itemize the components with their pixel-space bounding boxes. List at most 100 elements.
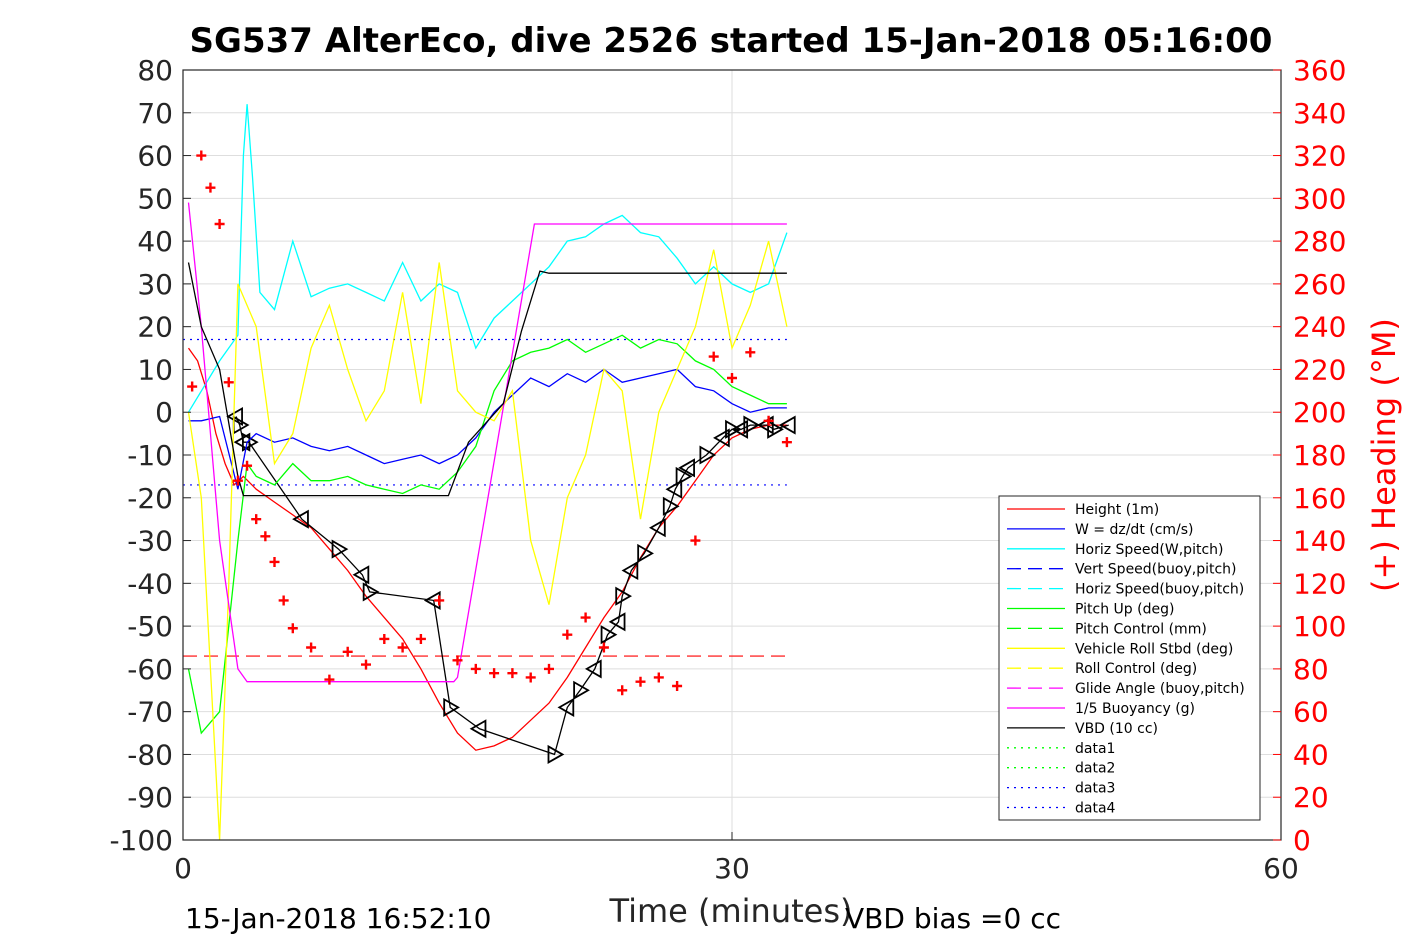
heading-marker [617, 685, 628, 696]
path-marker [731, 419, 749, 439]
legend-label: data2 [1075, 761, 1115, 777]
legend-label: data4 [1075, 801, 1116, 817]
path-marker [608, 612, 626, 632]
y-tick-label: -30 [127, 525, 173, 558]
heading-marker [653, 672, 664, 683]
y-tick-label: 70 [137, 97, 173, 130]
heading-marker [205, 182, 216, 193]
heading-marker [324, 674, 335, 685]
legend-label: Pitch Up (deg) [1075, 602, 1174, 618]
heading-marker [727, 373, 737, 383]
path-marker [678, 458, 695, 478]
series-line [187, 334, 787, 735]
path-marker [621, 560, 639, 581]
series-line [187, 104, 788, 413]
legend-label: Vert Speed(buoy,pitch) [1075, 562, 1237, 578]
legend-label: Glide Angle (buoy,pitch) [1075, 681, 1245, 697]
heading-marker [781, 437, 792, 448]
y-tick-label: 20 [137, 311, 173, 344]
x-axis-label: Time (minutes) [609, 892, 853, 930]
reference-lines [183, 338, 787, 657]
y-right-tick-label: 200 [1293, 396, 1346, 429]
heading-marker [470, 663, 481, 674]
path-marker [226, 406, 243, 427]
heading-marker [232, 475, 243, 486]
path-marker [331, 539, 349, 559]
heading-marker [187, 381, 198, 392]
path-marker [547, 744, 565, 764]
y-right-tick-label: 360 [1293, 54, 1346, 87]
y-axis-left: 80 70 60 50 40 30 20 10 0 -10 -20 -30 -40 -50 -60 -70 -8… [109, 54, 191, 857]
legend-label: Pitch Control (mm) [1075, 621, 1207, 637]
heading-marker [672, 681, 683, 691]
y-tick-label: -100 [109, 824, 173, 857]
heading-marker [287, 623, 298, 634]
y-right-tick-label: 320 [1293, 140, 1346, 173]
heading-marker [708, 351, 719, 362]
y-right-tick-label: 160 [1293, 482, 1346, 515]
x-tick-label: 60 [1263, 852, 1299, 885]
path-marker [443, 697, 460, 717]
legend-label: Vehicle Roll Stbd (deg) [1075, 641, 1233, 657]
path-marker [352, 565, 370, 585]
y-tick-label: 10 [137, 353, 173, 386]
heading-marker [489, 668, 500, 679]
y-tick-label: -20 [127, 482, 173, 515]
series-line [187, 240, 788, 841]
heading-marker [434, 595, 445, 606]
y-axis-right: 3603403203002802602402202001801601401201… [1273, 54, 1346, 857]
legend-label: Roll Control (deg) [1075, 661, 1197, 677]
y-right-tick-label: 20 [1293, 781, 1329, 814]
heading-marker [196, 150, 207, 161]
heading-marker [397, 642, 408, 653]
heading-marker [242, 460, 253, 471]
heading-marker [260, 531, 271, 542]
legend-label: Height (1m) [1075, 502, 1159, 518]
y-right-tick-label: 340 [1293, 97, 1346, 130]
heading-marker [525, 672, 536, 683]
y-tick-label: 30 [137, 268, 173, 301]
x-axis: 0 30 60 [174, 832, 1299, 885]
path-marker [665, 479, 683, 499]
heading-marker [690, 535, 701, 546]
footer-timestamp: 15-Jan-2018 16:52:10 [185, 902, 491, 935]
y-tick-label: 0 [155, 396, 173, 429]
legend-label: data3 [1075, 781, 1115, 797]
y-right-tick-label: 120 [1293, 567, 1346, 600]
y-right-tick-label: 140 [1293, 525, 1346, 558]
y-right-tick-label: 300 [1293, 182, 1346, 215]
legend-label: W = dz/dt (cm/s) [1075, 522, 1194, 538]
heading-marker [415, 633, 426, 644]
y-tick-label: -80 [127, 738, 173, 771]
path-marker [615, 586, 633, 606]
path-marker [362, 582, 380, 602]
path-marker [675, 466, 693, 486]
y-right-tick-label: 80 [1293, 653, 1329, 686]
y-right-tick-label: 100 [1293, 610, 1346, 643]
path-marker [767, 419, 784, 439]
path-marker [469, 719, 487, 739]
path-marker [637, 543, 654, 563]
heading-marker [214, 219, 225, 229]
y-tick-label: -40 [127, 567, 173, 600]
y-tick-label: 80 [137, 54, 173, 87]
y-tick-label: 50 [137, 182, 173, 215]
legend-label: Horiz Speed(W,pitch) [1075, 542, 1223, 558]
y-tick-label: -10 [127, 439, 173, 472]
footer-vbd-bias: VBD bias =0 cc [845, 902, 1061, 935]
heading-marker [580, 612, 591, 623]
series-line [187, 262, 787, 497]
y-tick-label: 60 [137, 140, 173, 173]
legend-label: VBD (10 cc) [1075, 721, 1158, 737]
series-line [187, 202, 787, 683]
y-right-tick-label: 220 [1293, 353, 1346, 386]
heading-marker [361, 659, 371, 670]
y-tick-label: -70 [127, 696, 173, 729]
y-tick-label: -50 [127, 610, 173, 643]
legend: Height (1m) W = dz/dt (cm/s) Horiz Speed(W… [998, 495, 1261, 821]
heading-marker [635, 676, 646, 687]
y-right-tick-label: 60 [1293, 696, 1329, 729]
heading-marker [544, 663, 554, 674]
path-marker [725, 419, 742, 439]
